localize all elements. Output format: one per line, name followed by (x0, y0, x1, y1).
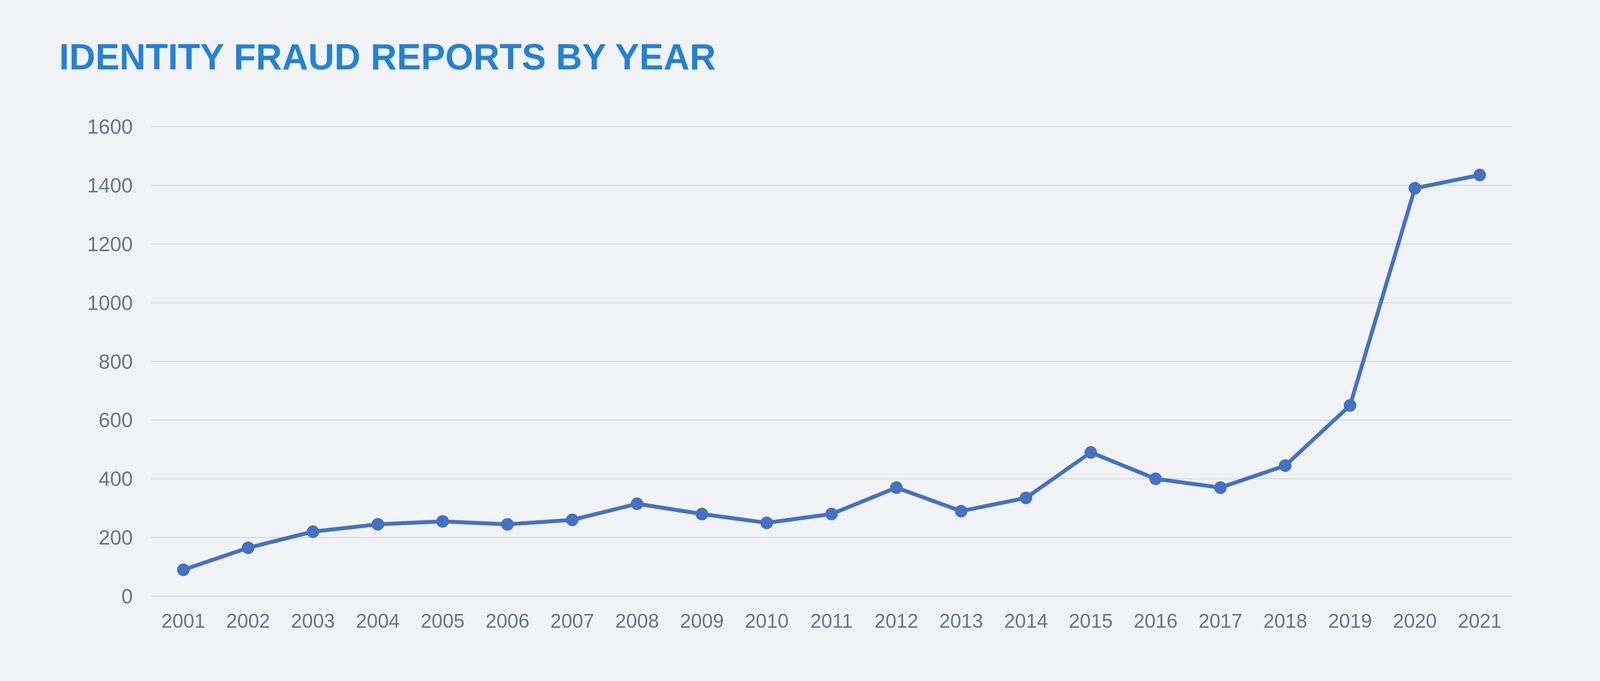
y-tick-label: 800 (98, 349, 133, 373)
chart: IDENTITY FRAUD REPORTS BY YEAR 0 200 400 600… (0, 0, 1600, 681)
marker (1149, 472, 1162, 485)
y-tick-label: 400 (98, 466, 133, 490)
y-tick-label: 1400 (87, 173, 133, 197)
marker (1343, 398, 1357, 412)
plot-area (176, 168, 1487, 576)
marker (306, 524, 320, 538)
grid-line (150, 478, 1513, 480)
y-tick-label: 600 (98, 408, 133, 432)
marker (1084, 445, 1098, 459)
grid-line (150, 243, 1513, 245)
y-tick-label: 1200 (87, 232, 133, 256)
x-tick-label: 2021 (1457, 609, 1502, 632)
grid-line (150, 536, 1513, 538)
x-tick-label: 2002 (226, 609, 270, 632)
grid-line (150, 595, 1513, 597)
x-tick-label: 2003 (291, 609, 335, 632)
marker (1278, 459, 1292, 472)
grid-line (150, 184, 1513, 186)
x-tick-label: 2005 (420, 609, 465, 632)
marker (889, 481, 903, 494)
y-tick-label: 0 (121, 584, 133, 608)
x-tick-label: 2006 (485, 609, 530, 632)
y-tick-label: 200 (98, 525, 133, 549)
x-tick-label: 2016 (1133, 609, 1178, 632)
marker (825, 507, 838, 521)
x-tick-label: 2009 (679, 609, 724, 632)
x-tick-label: 2012 (874, 609, 919, 632)
marker (371, 517, 385, 531)
marker (954, 504, 968, 518)
x-tick-label: 2010 (744, 609, 789, 632)
x-tick-label: 2020 (1393, 609, 1437, 632)
marker (695, 507, 709, 521)
y-tick-label: 1600 (87, 115, 133, 138)
grid-line (150, 301, 1513, 304)
y-tick-label: 1000 (87, 291, 133, 315)
x-tick-label: 2015 (1068, 609, 1113, 632)
x-tick-label: 2018 (1263, 609, 1308, 632)
marker (241, 541, 255, 554)
marker (1019, 491, 1033, 505)
line (183, 174, 1480, 570)
x-tick-label: 2011 (810, 609, 853, 632)
background (0, 0, 1600, 681)
marker (176, 563, 190, 576)
x-tick-label: 2014 (1004, 609, 1048, 632)
grid-line (150, 126, 1513, 128)
title: IDENTITY FRAUD REPORTS BY YEAR (59, 36, 716, 77)
x-tick-label: 2019 (1328, 609, 1372, 632)
marker (501, 517, 514, 531)
x-tick-label: 2017 (1198, 609, 1243, 632)
x-tick-label: 2008 (615, 609, 659, 632)
x-tick-label: 2001 (161, 609, 206, 632)
grid-line (150, 419, 1513, 421)
x-tick-label: 2013 (939, 609, 983, 632)
marker (630, 497, 644, 510)
marker (436, 514, 449, 528)
marker (1214, 481, 1227, 494)
marker (760, 516, 774, 529)
grid-line (150, 360, 1513, 362)
x-tick-label: 2007 (550, 609, 594, 632)
marker (565, 513, 579, 526)
marker (1473, 168, 1487, 182)
x-tick-label: 2004 (355, 609, 400, 632)
marker (1408, 181, 1422, 195)
